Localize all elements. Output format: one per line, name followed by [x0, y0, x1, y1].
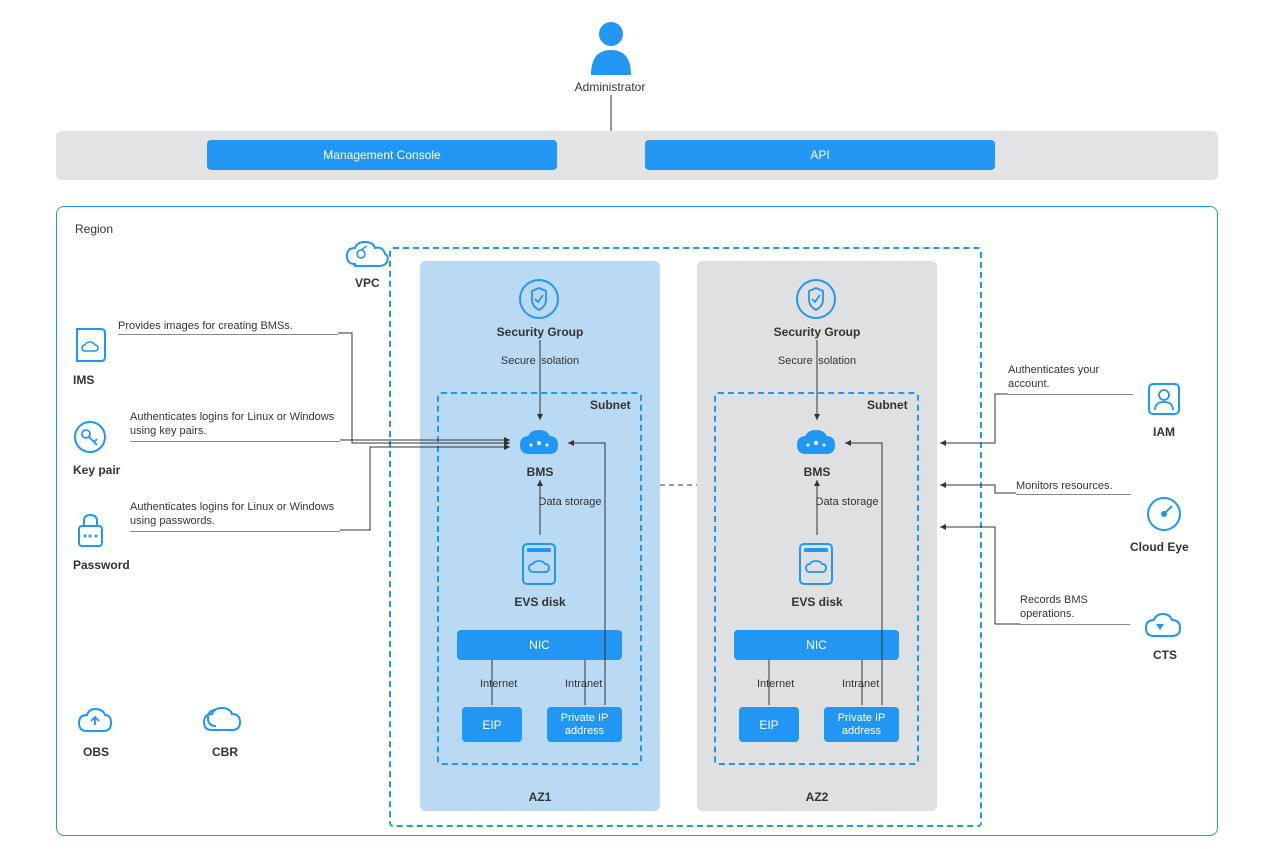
bms-label-az2: BMS — [697, 465, 937, 479]
bms-icon-az2 — [792, 425, 840, 461]
cts-label: CTS — [1153, 648, 1177, 662]
ims-desc: Provides images for creating BMSs. — [118, 320, 338, 335]
bms-icon-az1 — [515, 425, 563, 461]
secure-isolation-az2: Secure isolation — [752, 355, 882, 367]
intranet-label-az1: Intranet — [565, 678, 602, 690]
api-button[interactable]: API — [645, 140, 995, 170]
bms-label-az1: BMS — [420, 465, 660, 479]
intranet-label-az2: Intranet — [842, 678, 879, 690]
private-ip-btn-az2: Private IP address — [824, 707, 899, 742]
secure-isolation-az1: Secure isolation — [475, 355, 605, 367]
lock-icon — [73, 510, 108, 550]
cloudeye-icon — [1145, 495, 1183, 533]
key-icon — [73, 420, 108, 455]
nic-btn-az1: NIC — [457, 630, 622, 660]
user-icon — [585, 20, 637, 75]
keypair-label: Key pair — [73, 463, 120, 477]
admin-icon-wrap — [585, 20, 637, 75]
evs-disk-icon-az1 — [519, 540, 559, 588]
data-storage-az1: Data storage — [535, 496, 605, 509]
cloud-vpc-icon — [343, 238, 391, 270]
evs-disk-label-az1: EVS disk — [420, 595, 660, 609]
nic-btn-az2: NIC — [734, 630, 899, 660]
password-label: Password — [73, 558, 130, 572]
obs-cloud-icon — [75, 703, 115, 738]
az1-label: AZ1 — [420, 790, 660, 804]
shield-icon-az1 — [518, 278, 560, 320]
password-desc: Authenticates logins for Linux or Window… — [130, 500, 340, 532]
admin-label: Administrator — [540, 80, 680, 94]
iam-desc: Authenticates your account. — [1008, 363, 1133, 395]
data-storage-az2: Data storage — [812, 496, 882, 509]
subnet-label-az1: Subnet — [590, 398, 631, 412]
keypair-desc: Authenticates logins for Linux or Window… — [130, 410, 340, 442]
cbr-label: CBR — [212, 745, 238, 759]
private-ip-btn-az1: Private IP address — [547, 707, 622, 742]
ims-label: IMS — [73, 373, 94, 387]
ims-icon — [73, 325, 108, 365]
cloudeye-label: Cloud Eye — [1130, 540, 1189, 554]
eip-btn-az2: EIP — [739, 707, 799, 742]
internet-label-az2: Internet — [757, 678, 794, 690]
iam-label: IAM — [1153, 425, 1175, 439]
evs-disk-icon-az2 — [796, 540, 836, 588]
iam-icon — [1145, 380, 1183, 418]
cts-desc: Records BMS operations. — [1020, 593, 1130, 625]
security-group-label-az2: Security Group — [697, 325, 937, 339]
cts-cloud-icon — [1142, 610, 1184, 642]
eip-btn-az1: EIP — [462, 707, 522, 742]
security-group-label-az1: Security Group — [420, 325, 660, 339]
admin-line — [609, 95, 613, 131]
management-console-button[interactable]: Management Console — [207, 140, 557, 170]
evs-disk-label-az2: EVS disk — [697, 595, 937, 609]
cbr-cloud-icon — [198, 700, 246, 738]
vpc-label: VPC — [355, 276, 380, 290]
region-label: Region — [75, 222, 113, 236]
az2-label: AZ2 — [697, 790, 937, 804]
internet-label-az1: Internet — [480, 678, 517, 690]
obs-label: OBS — [83, 745, 109, 759]
subnet-label-az2: Subnet — [867, 398, 908, 412]
cloudeye-desc: Monitors resources. — [1016, 480, 1131, 495]
shield-icon-az2 — [795, 278, 837, 320]
